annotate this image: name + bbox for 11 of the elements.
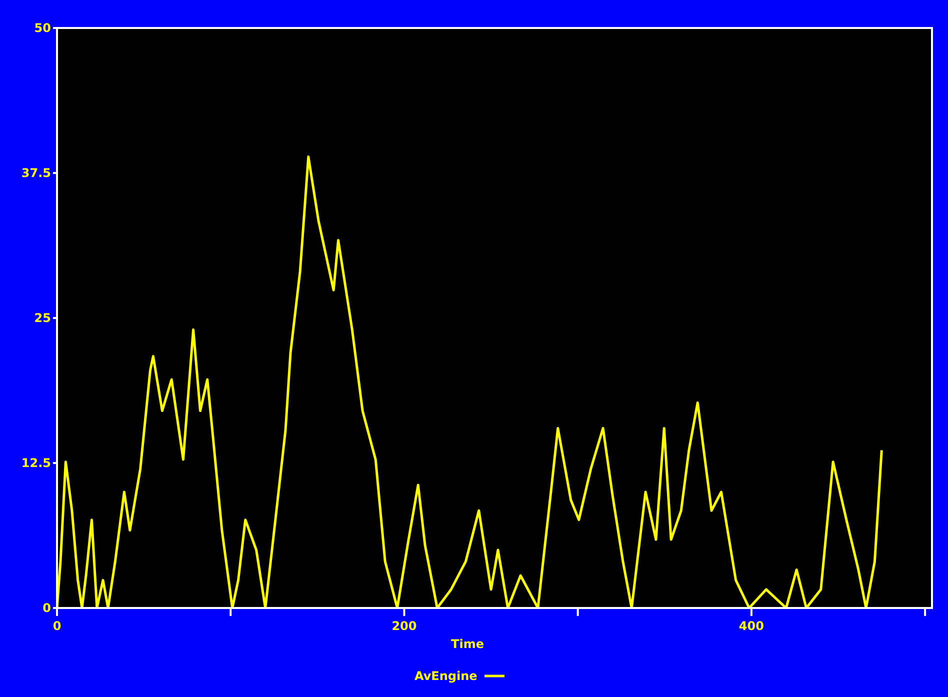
x-tick-label: 200 — [392, 619, 417, 633]
x-tick-label: 400 — [738, 619, 764, 633]
y-tick-label: 37.5 — [21, 166, 51, 180]
line-series — [57, 156, 883, 608]
legend-label: AvEngine — [414, 669, 478, 683]
x-axis-title: Time — [451, 637, 484, 651]
y-tick-label: 25 — [34, 311, 51, 325]
y-tick-label: 0 — [42, 601, 51, 615]
y-tick-label: 12.5 — [21, 456, 51, 470]
x-tick-label: 0 — [52, 619, 62, 633]
y-tick-label: 50 — [34, 21, 51, 35]
